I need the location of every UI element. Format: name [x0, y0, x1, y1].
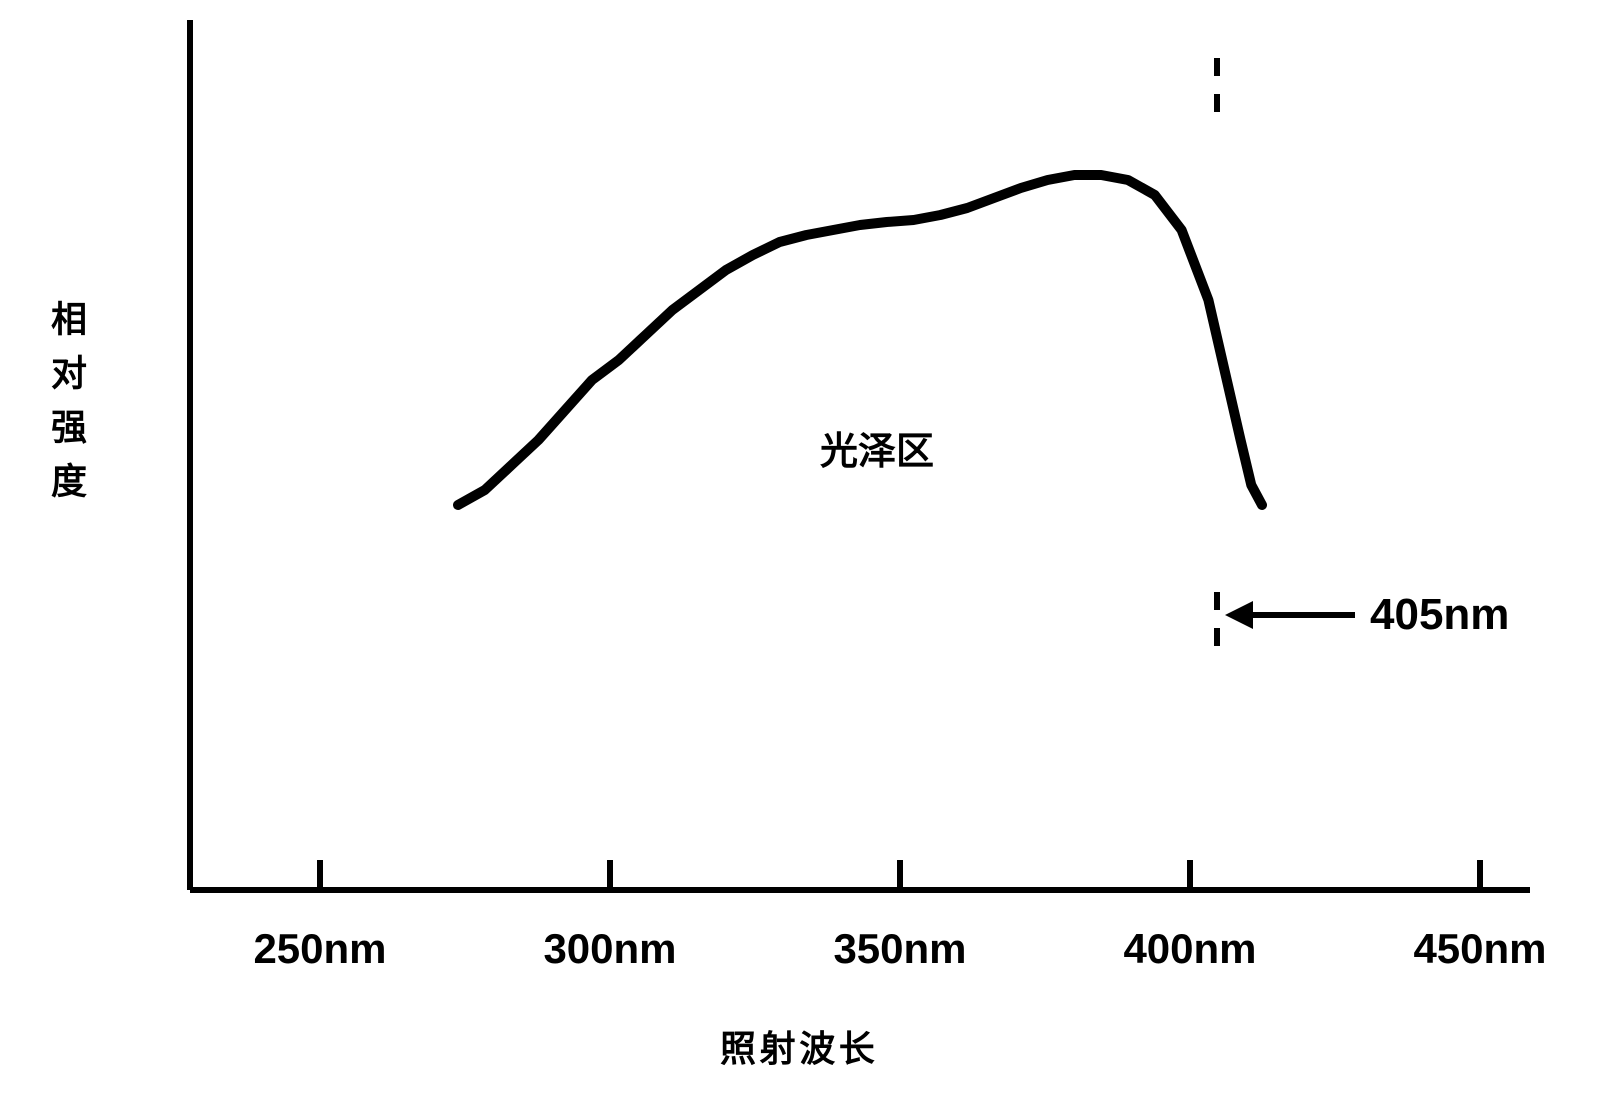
x-tick-label: 250nm	[240, 925, 400, 973]
x-tick-label: 300nm	[530, 925, 690, 973]
chart-container: 相对强度 照射波长 光泽区 405nm 250nm300nm350nm400nm…	[100, 20, 1550, 1070]
x-tick-label: 350nm	[820, 925, 980, 973]
annotation-label: 405nm	[1370, 590, 1509, 640]
y-axis-label: 相对强度	[40, 300, 92, 516]
region-label: 光泽区	[820, 420, 934, 475]
x-tick-label: 400nm	[1110, 925, 1270, 973]
x-axis-label: 照射波长	[720, 1020, 878, 1072]
chart-svg	[100, 20, 1550, 1070]
x-ticks	[320, 860, 1480, 890]
arrow-head	[1225, 601, 1253, 629]
x-tick-label: 450nm	[1400, 925, 1560, 973]
